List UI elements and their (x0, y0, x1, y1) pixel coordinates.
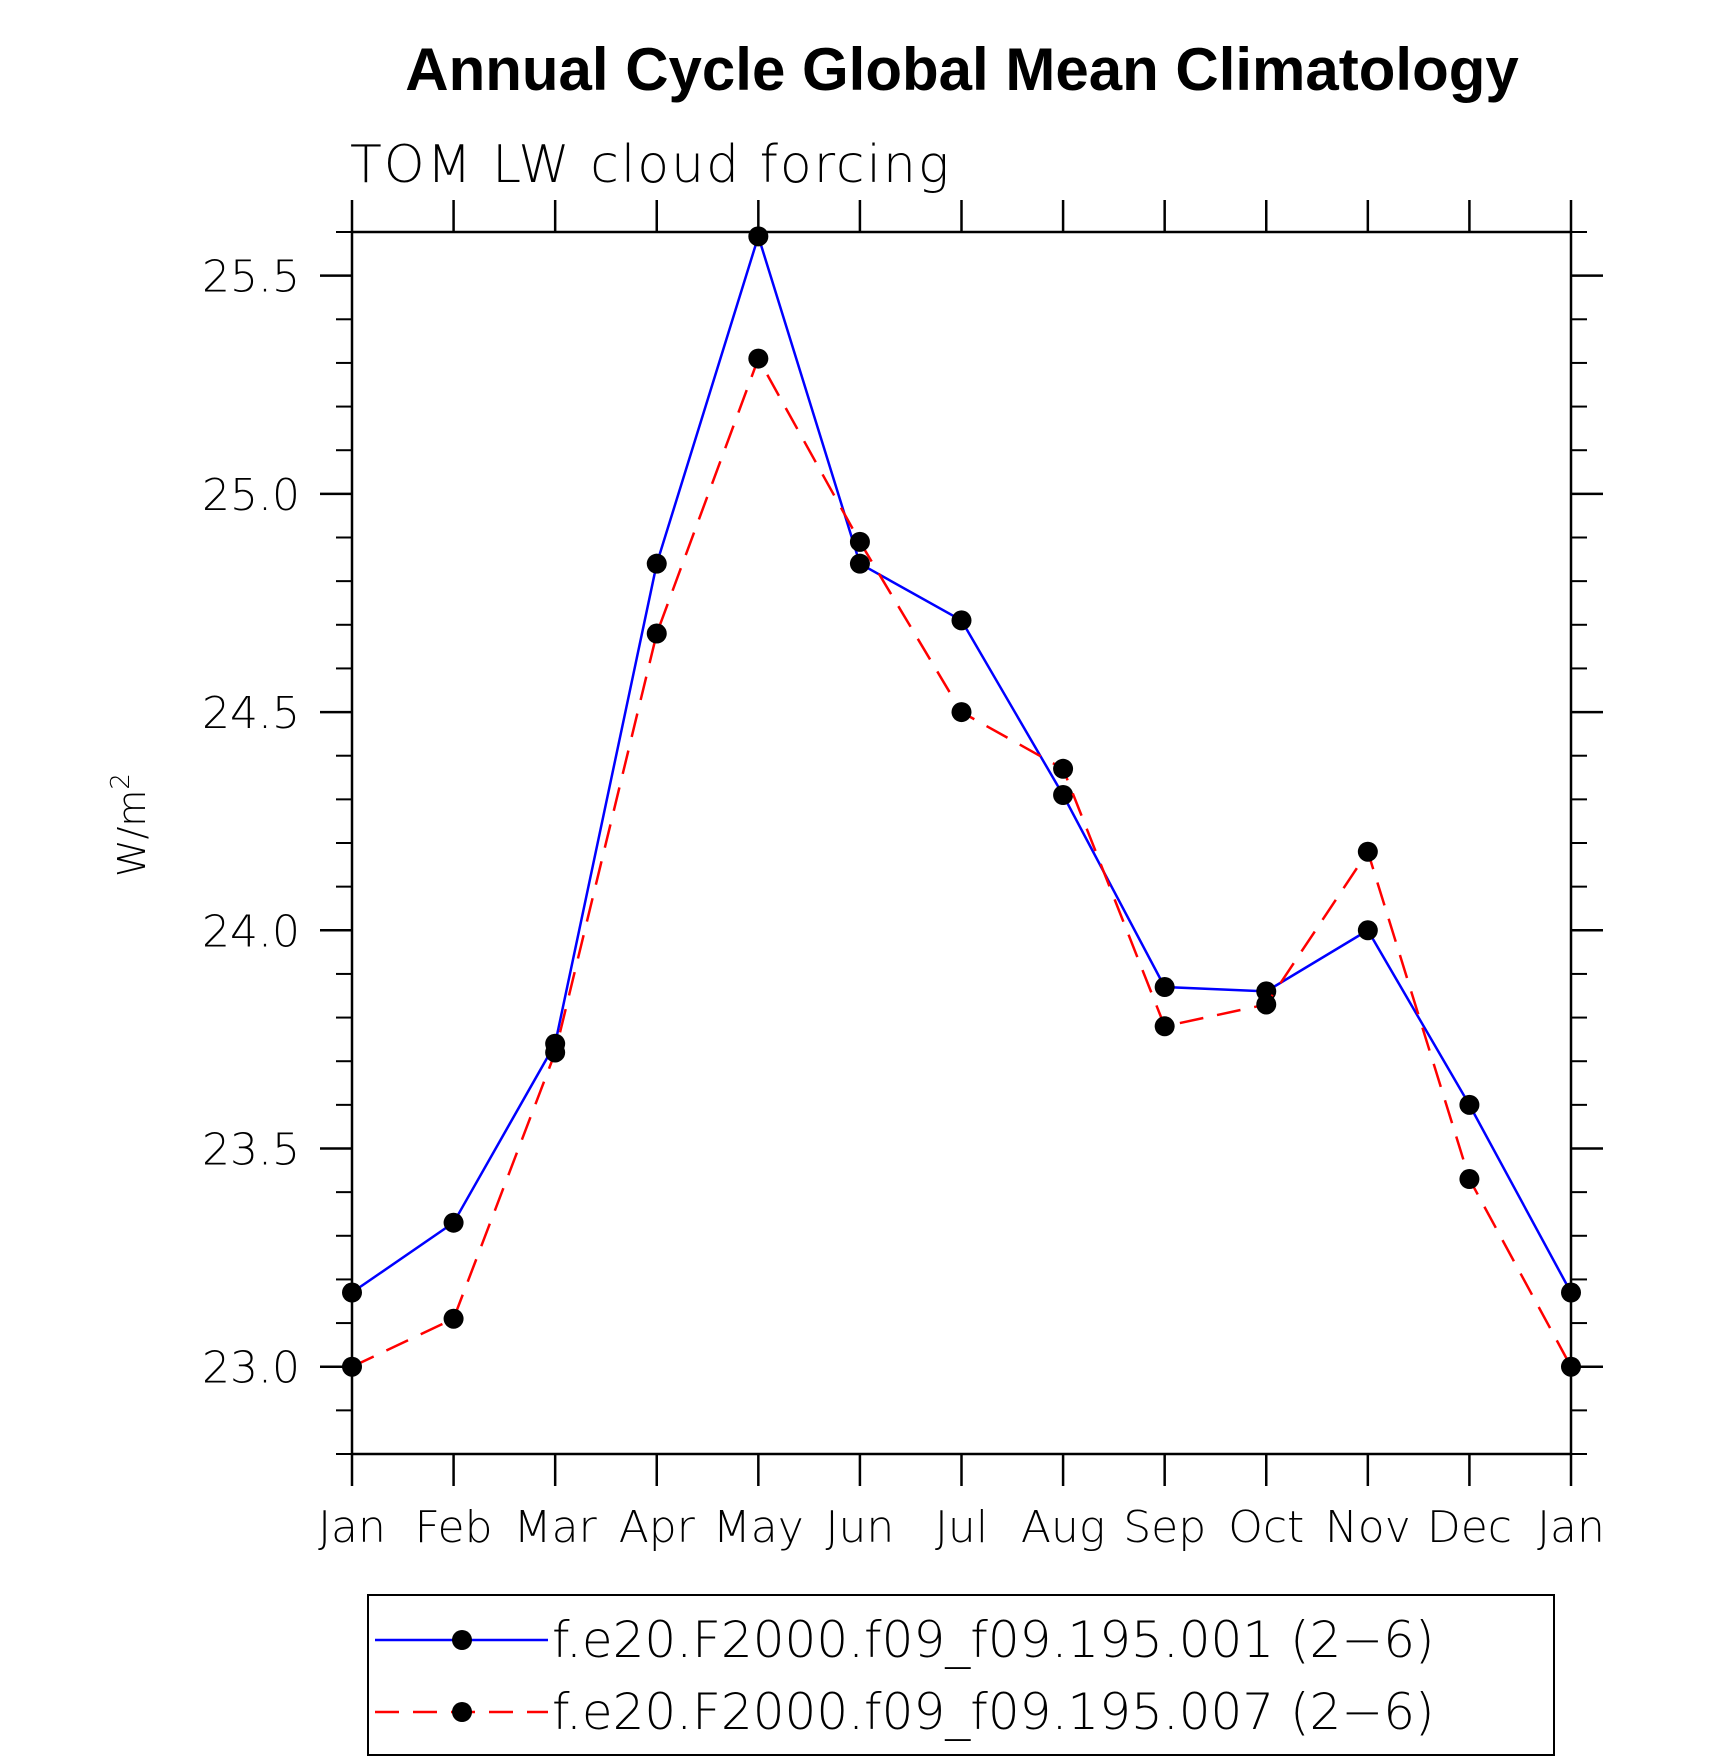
data-point (1561, 1282, 1581, 1303)
x-tick-label: Dec (1427, 1502, 1512, 1553)
axes: Jan Feb Mar Apr May Jun Jul Aug Sep Oct Nov Dec Jan 2… (202, 200, 1605, 1553)
y-axis-label-text: W/m (110, 790, 154, 877)
data-point (748, 348, 769, 369)
data-point (951, 702, 972, 723)
chart-title: Annual Cycle Global Mean Climatology (405, 36, 1519, 103)
x-tick-label: Aug (1021, 1502, 1105, 1553)
series-line (351, 232, 1573, 1294)
legend-marker (452, 1702, 472, 1722)
x-tick-label: Jun (826, 1502, 895, 1553)
data-point (849, 531, 870, 552)
legend-label: f.e20.F2000.f09_f09.195.001 (2−6) (552, 1611, 1435, 1669)
data-point (1357, 920, 1378, 941)
legend-marker (452, 1630, 472, 1650)
plot-frame (350, 230, 1573, 1456)
data-point (748, 226, 769, 247)
legend-label: f.e20.F2000.f09_f09.195.007 (2−6) (552, 1683, 1435, 1741)
series-1 (342, 226, 1581, 1303)
x-tick-label: Jan (318, 1502, 386, 1553)
data-point (646, 623, 667, 644)
y-tick-label: 24.5 (202, 688, 300, 739)
y-tick-label: 23.0 (202, 1343, 300, 1394)
svg-text:W/m2: W/m2 (106, 773, 154, 877)
plot-area (342, 226, 1581, 1377)
data-point (1357, 841, 1378, 862)
x-tick-label: May (713, 1502, 804, 1553)
data-point (1154, 977, 1175, 998)
data-point (1561, 1356, 1581, 1377)
data-point (342, 1356, 362, 1377)
data-point (342, 1282, 362, 1303)
y-axis-label: W/m2 (106, 773, 154, 877)
data-point (646, 553, 667, 574)
data-point (443, 1212, 464, 1233)
data-point (1256, 994, 1277, 1015)
y-tick-label: 24.0 (202, 906, 300, 957)
series-2 (342, 348, 1581, 1377)
data-point (849, 553, 870, 574)
x-tick-label: Apr (619, 1502, 696, 1553)
y-tick-label: 23.5 (202, 1125, 300, 1176)
y-tick-label: 25.5 (202, 252, 300, 303)
legend-box (367, 1594, 1555, 1756)
x-tick-label: Feb (415, 1502, 493, 1553)
data-point (1154, 1016, 1175, 1037)
chart-subtitle: TOM LW cloud forcing (350, 135, 951, 195)
x-tick-label: Jan (1537, 1502, 1605, 1553)
series-line (351, 355, 1573, 1368)
data-point (545, 1042, 566, 1063)
y-tick-label: 25.0 (202, 470, 300, 521)
data-point (1053, 784, 1074, 805)
data-point (1459, 1094, 1480, 1115)
x-tick-label: Sep (1123, 1502, 1206, 1553)
legend: f.e20.F2000.f09_f09.195.001 (2−6) f.e20.F… (367, 1594, 1555, 1756)
x-tick-label: Mar (514, 1502, 598, 1553)
data-point (1053, 758, 1074, 779)
data-point (1459, 1169, 1480, 1190)
data-point (951, 610, 972, 631)
y-axis-label-superscript: 2 (106, 773, 136, 790)
x-tick-label: Nov (1325, 1502, 1411, 1553)
x-tick-label: Oct (1228, 1502, 1304, 1553)
x-tick-label: Jul (935, 1502, 988, 1553)
data-point (443, 1308, 464, 1329)
